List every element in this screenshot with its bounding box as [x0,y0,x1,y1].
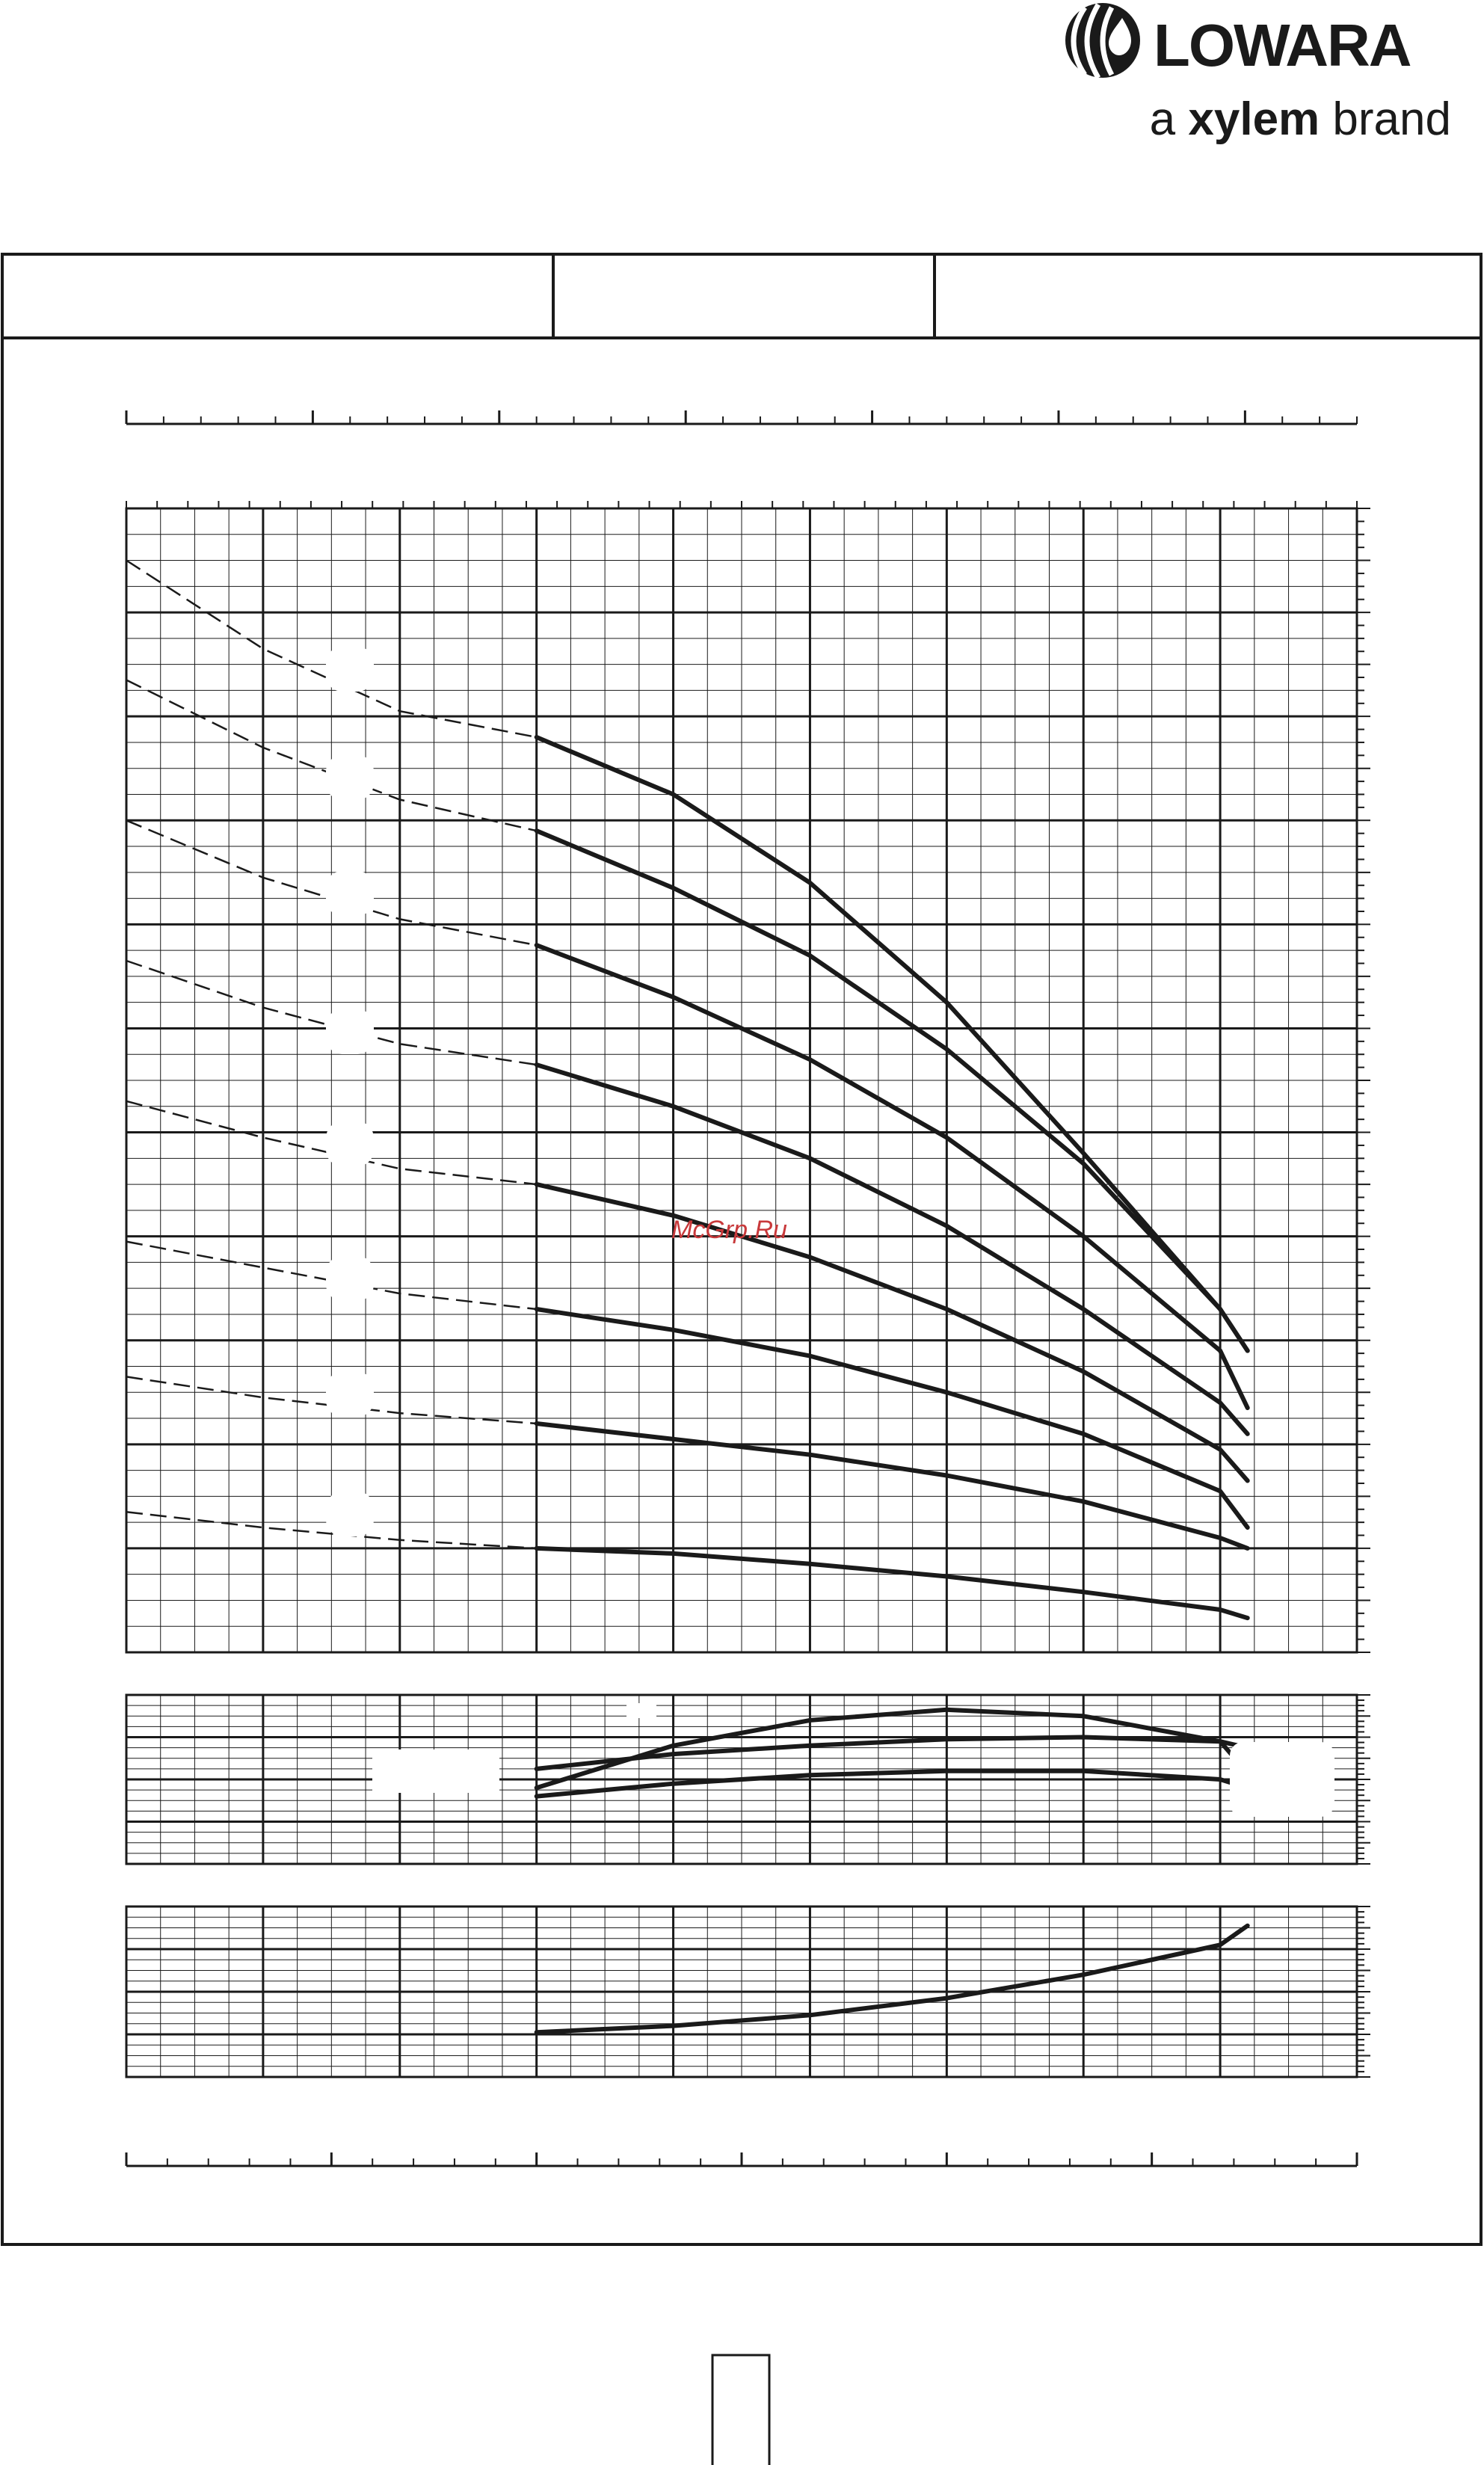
curve-label-patch-2 [326,755,374,800]
curve-label-patch-7 [326,1372,374,1417]
brand-tagline: a xylem brand [1150,90,1451,150]
tagline-brand: xylem [1188,93,1320,145]
curve-label-patch-6 [326,1256,374,1301]
head-curve-7 [534,1421,1250,1551]
curve-label-patch-4 [326,1009,374,1054]
head-curve-1 [534,735,1250,1353]
efficiency-curves [534,1707,1250,1799]
curve-label-patches [326,647,1334,1817]
curve-label-patch-8 [326,1492,374,1536]
panel-frame [125,1693,1358,1865]
head-curve-dashed-8 [126,1510,537,1550]
efficiency-curve-3 [534,1768,1250,1799]
brand-name: LOWARA [1154,12,1412,79]
tagline-prefix: a [1149,93,1176,145]
efficiency-curve-2 [534,1735,1250,1771]
head-curve-dashed-6 [126,1240,537,1311]
head-curve-dashed-4 [126,959,537,1066]
head-curves [126,559,1250,1621]
head-curve-dashed-1 [126,559,537,739]
efficiency-label-patch-small [626,1703,656,1718]
bottom-flow-scale [125,2152,1358,2167]
npsh-curve-1 [534,1923,1250,2035]
lowara-logo-icon [1065,3,1140,79]
head-curve-5 [534,1182,1250,1483]
sheet-frame [1,253,1483,2246]
head-curve-2 [534,828,1250,1353]
panel-frame [125,1905,1358,2078]
watermark-text: McGrp.Ru [671,1216,787,1244]
head-chart-grid [125,501,1370,1654]
efficiency-label-patch [372,1749,499,1793]
top-flow-scale [125,410,1358,425]
npsh-chart-grid [125,1905,1370,2078]
head-curve-8 [534,1545,1250,1621]
curve-label-patch-5 [326,1121,374,1166]
curve-label-patch-1 [326,647,374,692]
head-curve-dashed-5 [126,1100,537,1186]
npsh-curves [534,1923,1250,2035]
head-curve-6 [534,1307,1250,1530]
brand-logo: LOWARA a xylem brand [1062,0,1451,157]
head-curve-4 [534,1062,1250,1436]
head-curve-3 [534,943,1250,1411]
tagline-suffix: brand [1332,93,1451,145]
curve-label-patch-3 [326,871,374,916]
efficiency-label-patch-right [1230,1742,1334,1817]
page-number-box [711,2354,771,2465]
